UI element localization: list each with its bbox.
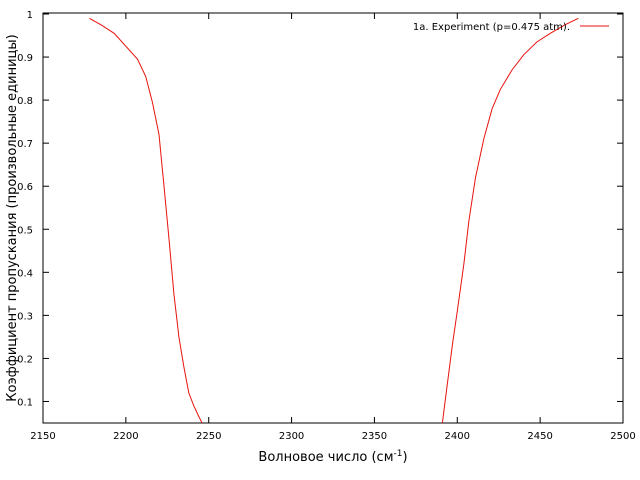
x-tick-label: 2450 <box>527 431 552 442</box>
y-tick-label: 0.2 <box>17 354 33 365</box>
legend-label: 1a. Experiment (p=0.475 atm). <box>413 22 570 33</box>
x-tick-label: 2200 <box>113 431 138 442</box>
plot-frame <box>42 12 624 424</box>
x-tick-label: 2350 <box>362 431 387 442</box>
y-tick-label: 0.3 <box>17 311 33 322</box>
y-tick-label: 0.5 <box>17 225 33 236</box>
y-tick-label: 0.6 <box>17 182 33 193</box>
series-line <box>89 17 203 424</box>
axis-ticks: 2150 2200 2250 2300 2350 2400 2450 2500 0.1 0.2 0.… <box>17 10 636 442</box>
y-axis-label: Коэффициент пропускания (произвольные ед… <box>5 34 20 401</box>
x-axis-label-main: Волновое число (см <box>258 450 393 465</box>
series-line <box>441 17 579 424</box>
x-tick-label: 2500 <box>610 431 635 442</box>
x-axis-label-superscript: -1 <box>394 449 403 459</box>
y-tick-label: 0.8 <box>17 96 33 107</box>
y-tick-label: 0.4 <box>17 268 33 279</box>
x-axis-label: Волновое число (см-1) <box>258 449 407 465</box>
x-tick-label: 2150 <box>30 431 55 442</box>
x-tick-label: 2400 <box>445 431 470 442</box>
data-series <box>89 17 579 424</box>
x-axis-label-suffix: ) <box>402 450 407 465</box>
y-tick-label: 0.9 <box>17 53 33 64</box>
y-tick-label: 0.1 <box>17 397 33 408</box>
y-tick-label: 1 <box>27 10 33 21</box>
x-tick-label: 2250 <box>196 431 221 442</box>
x-tick-label: 2300 <box>279 431 304 442</box>
y-tick-label: 0.7 <box>17 139 33 150</box>
legend: 1a. Experiment (p=0.475 atm). <box>413 22 609 33</box>
